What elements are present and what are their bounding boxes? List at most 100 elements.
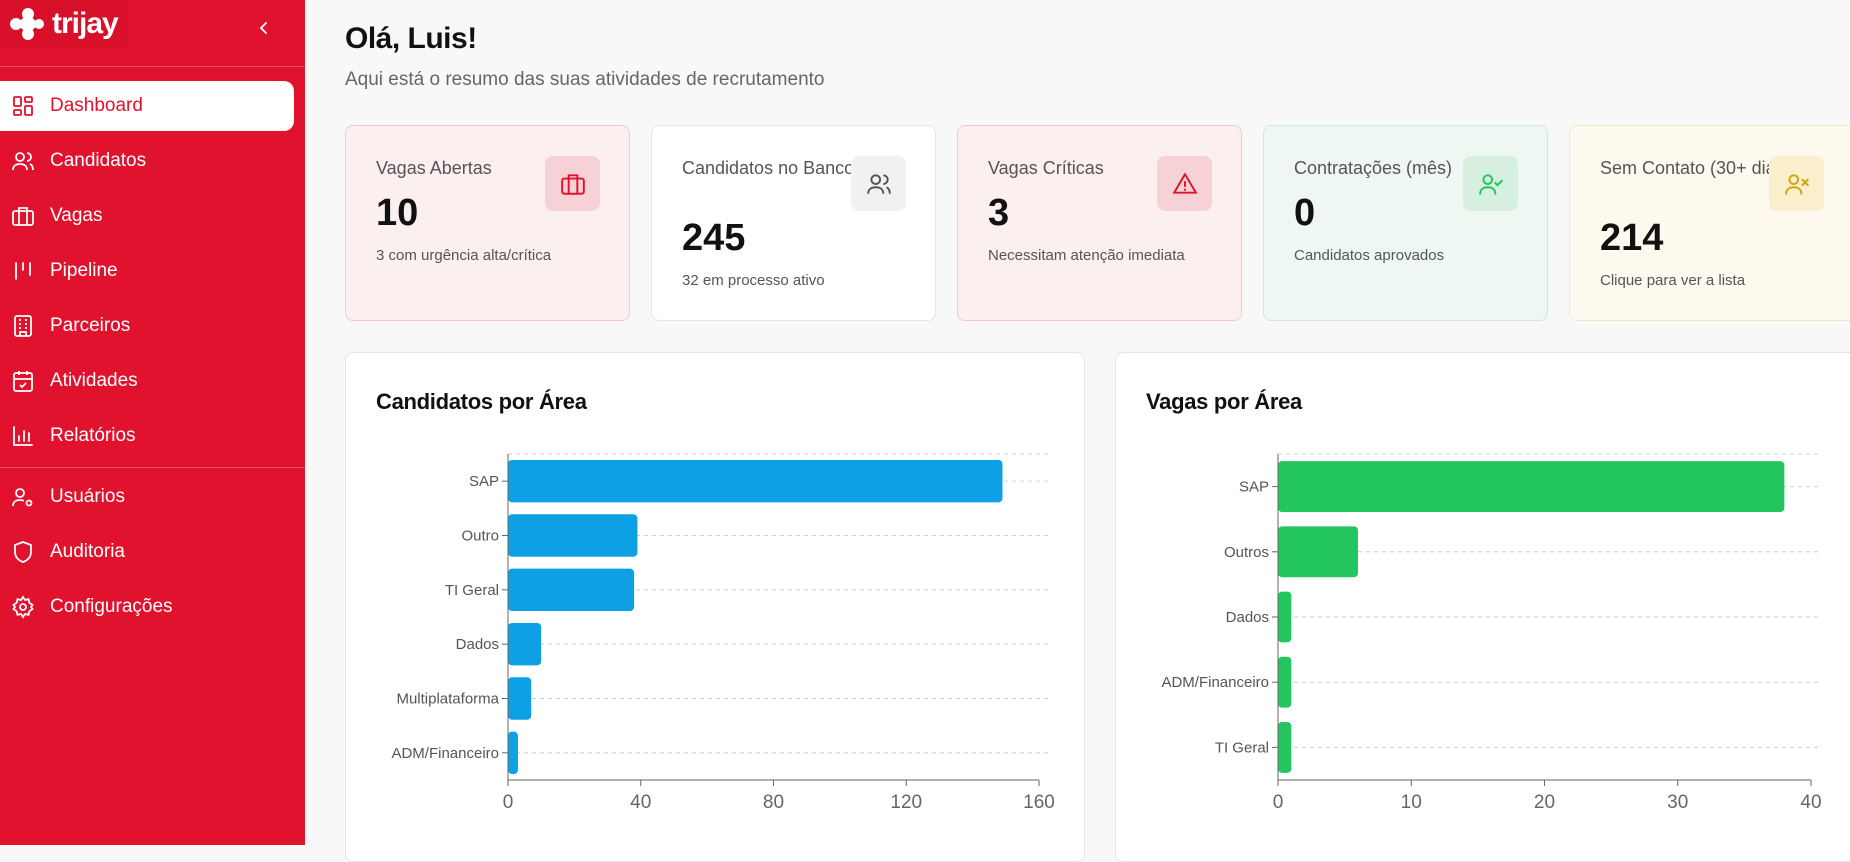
card-value: 0 bbox=[1294, 192, 1316, 234]
stat-card-vagas-criticas[interactable]: Vagas Críticas 3 Necessitam atenção imed… bbox=[957, 125, 1242, 321]
sidebar-item-relatorios[interactable]: Relatórios bbox=[0, 411, 294, 461]
x-tick-label: 40 bbox=[630, 792, 651, 813]
card-note: Clique para ver a lista bbox=[1600, 272, 1746, 289]
card-title: Contratações (mês) bbox=[1294, 158, 1453, 178]
sidebar-item-label: Atividades bbox=[50, 370, 138, 391]
sidebar-item-parceiros[interactable]: Parceiros bbox=[0, 301, 294, 351]
bar[interactable] bbox=[1278, 656, 1292, 708]
collapse-sidebar-button[interactable] bbox=[250, 14, 278, 42]
dashboard-icon bbox=[10, 93, 36, 119]
x-tick-label: 0 bbox=[1273, 792, 1284, 813]
x-tick-label: 40 bbox=[1800, 792, 1821, 813]
sidebar-item-label: Usuários bbox=[50, 486, 125, 507]
bar[interactable] bbox=[508, 731, 518, 775]
bar[interactable] bbox=[1278, 721, 1292, 773]
card-note: 32 em processo ativo bbox=[682, 272, 825, 289]
chart-panel-candidatos: Candidatos por Área SAP Outro TI Geral Dado… bbox=[345, 352, 1085, 862]
chart-panel-vagas: Vagas por Área SAP Outros Dados ADM/Finance… bbox=[1115, 352, 1850, 862]
pipeline-icon bbox=[10, 258, 36, 284]
sidebar-item-label: Vagas bbox=[50, 205, 103, 226]
bar[interactable] bbox=[508, 568, 635, 612]
gear-icon bbox=[10, 594, 36, 620]
x-tick-label: 0 bbox=[503, 792, 514, 813]
card-title: Vagas Abertas bbox=[376, 158, 492, 178]
sidebar-item-configuracoes[interactable]: Configurações bbox=[0, 582, 294, 632]
bar[interactable] bbox=[1278, 526, 1358, 578]
y-tick-label: Outro bbox=[461, 528, 499, 545]
bar[interactable] bbox=[508, 514, 638, 557]
calendar-check-icon bbox=[10, 368, 36, 394]
sidebar-item-label: Auditoria bbox=[50, 541, 125, 562]
y-tick-label: Multiplataforma bbox=[396, 691, 499, 708]
sidebar-item-usuarios[interactable]: Usuários bbox=[0, 472, 294, 522]
building-icon bbox=[10, 313, 36, 339]
bar[interactable] bbox=[1278, 461, 1785, 513]
y-tick-label: Dados bbox=[1226, 609, 1269, 626]
y-tick-label: TI Geral bbox=[445, 582, 499, 599]
sidebar-divider bbox=[0, 66, 305, 67]
stat-card-sem-contato[interactable]: Sem Contato (30+ dias) 214 Clique para v… bbox=[1569, 125, 1850, 321]
x-tick-label: 80 bbox=[763, 792, 784, 813]
bar[interactable] bbox=[508, 622, 542, 666]
card-note: Candidatos aprovados bbox=[1294, 247, 1445, 264]
users-icon bbox=[10, 148, 36, 174]
sidebar-item-atividades[interactable]: Atividades bbox=[0, 356, 294, 406]
x-tick-label: 20 bbox=[1534, 792, 1555, 813]
page-title: Olá, Luis! bbox=[345, 22, 477, 55]
vagas-bar-chart: SAP Outros Dados ADM/Financeiro TI Geral 0 10 2… bbox=[1161, 453, 1822, 813]
card-title: Vagas Críticas bbox=[988, 158, 1104, 178]
stat-card-candidatos-banco[interactable]: Candidatos no Banco 245 32 em processo a… bbox=[651, 125, 936, 321]
briefcase-icon bbox=[10, 203, 36, 229]
candidatos-bar-chart: SAP Outro TI Geral Dados Multiplataforma ADM/… bbox=[391, 453, 1055, 813]
sidebar-item-vagas[interactable]: Vagas bbox=[0, 191, 294, 241]
shield-icon bbox=[10, 539, 36, 565]
x-tick-label: 160 bbox=[1023, 792, 1055, 813]
bar[interactable] bbox=[1278, 591, 1292, 643]
y-tick-label: SAP bbox=[469, 473, 499, 490]
sidebar-item-dashboard[interactable]: Dashboard bbox=[0, 81, 294, 131]
chevron-left-icon bbox=[259, 22, 267, 34]
x-tick-label: 120 bbox=[890, 792, 922, 813]
sidebar-item-label: Parceiros bbox=[50, 315, 131, 336]
stat-card-vagas-abertas[interactable]: Vagas Abertas 10 3 com urgência alta/crí… bbox=[345, 125, 630, 321]
y-tick-label: ADM/Financeiro bbox=[391, 745, 499, 762]
bar[interactable] bbox=[508, 459, 1003, 503]
sidebar-item-label: Candidatos bbox=[50, 150, 147, 171]
y-tick-label: Outros bbox=[1224, 544, 1269, 561]
sidebar-item-label: Relatórios bbox=[50, 425, 136, 446]
y-tick-label: TI Geral bbox=[1215, 739, 1269, 756]
briefcase-icon bbox=[545, 156, 600, 211]
card-value: 3 bbox=[988, 192, 1010, 234]
card-note: 3 com urgência alta/crítica bbox=[376, 247, 552, 264]
card-note: Necessitam atenção imediata bbox=[988, 247, 1185, 264]
logo[interactable]: trijay bbox=[0, 0, 127, 48]
card-value: 214 bbox=[1600, 217, 1664, 259]
card-title: Candidatos no Banco bbox=[682, 158, 855, 178]
sidebar-item-pipeline[interactable]: Pipeline bbox=[0, 246, 294, 296]
sidebar-divider bbox=[0, 467, 305, 468]
x-tick-label: 30 bbox=[1667, 792, 1688, 813]
bar[interactable] bbox=[508, 677, 532, 720]
alert-triangle-icon bbox=[1157, 156, 1212, 211]
sidebar-item-label: Pipeline bbox=[50, 260, 118, 281]
sidebar-item-label: Dashboard bbox=[50, 95, 143, 116]
bar-chart-icon bbox=[10, 423, 36, 449]
sidebar: trijay Dashboard Candidatos Vagas Pipeli… bbox=[0, 0, 305, 845]
sidebar-item-candidatos[interactable]: Candidatos bbox=[0, 136, 294, 186]
users-icon bbox=[851, 156, 906, 211]
sidebar-item-auditoria[interactable]: Auditoria bbox=[0, 527, 294, 577]
chart-title: Vagas por Área bbox=[1146, 389, 1302, 414]
user-check-icon bbox=[1463, 156, 1518, 211]
card-value: 10 bbox=[376, 192, 419, 234]
x-tick-label: 10 bbox=[1401, 792, 1422, 813]
trijay-logo-icon bbox=[6, 6, 46, 42]
page-subtitle: Aqui está o resumo das suas atividades d… bbox=[345, 69, 825, 90]
sidebar-item-label: Configurações bbox=[50, 596, 173, 617]
y-tick-label: ADM/Financeiro bbox=[1161, 674, 1269, 691]
logo-text: trijay bbox=[52, 7, 119, 40]
card-value: 245 bbox=[682, 217, 746, 259]
stat-card-contratacoes[interactable]: Contratações (mês) 0 Candidatos aprovado… bbox=[1263, 125, 1548, 321]
user-cog-icon bbox=[10, 484, 36, 510]
chart-title: Candidatos por Área bbox=[376, 389, 587, 414]
card-title: Sem Contato (30+ dias) bbox=[1600, 158, 1791, 178]
